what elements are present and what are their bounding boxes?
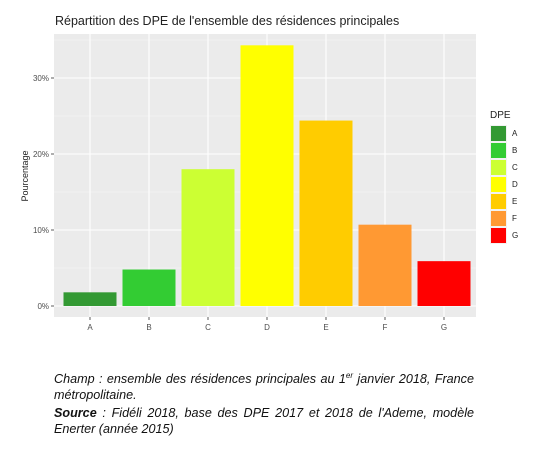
x-tick-label: C [205, 323, 211, 332]
y-tick-label: 0% [37, 302, 49, 311]
legend-swatch-f [491, 211, 506, 226]
bar-d [240, 45, 294, 306]
legend-label-d: D [512, 180, 518, 189]
legend-swatch-e [491, 194, 506, 209]
caption-source: Source : Fidéli 2018, base des DPE 2017 … [54, 405, 474, 437]
champ-sup: er [345, 370, 353, 380]
legend-label-b: B [512, 146, 517, 155]
x-tick-label: E [323, 323, 328, 332]
legend-label-c: C [512, 163, 518, 172]
source-label: Source [54, 406, 97, 420]
y-tick-label: 20% [33, 150, 49, 159]
x-tick-label: D [264, 323, 270, 332]
bars [63, 45, 471, 306]
bar-g [417, 261, 471, 306]
y-tick-label: 10% [33, 226, 49, 235]
champ-text-2: janvier 2018, France métropolitaine. [54, 372, 474, 402]
caption-champ: Champ : ensemble des résidences principa… [54, 371, 474, 403]
x-tick-label: B [146, 323, 151, 332]
y-axis-label: Pourcentage [20, 150, 30, 201]
bar-c [181, 169, 235, 306]
x-axis: A B C D E F G [87, 317, 447, 332]
bar-f [358, 224, 412, 306]
legend-swatch-g [491, 228, 506, 243]
x-tick-label: F [383, 323, 388, 332]
legend-label-g: G [512, 231, 518, 240]
bar-b [122, 269, 176, 306]
champ-label: Champ [54, 372, 95, 386]
champ-text-1: : ensemble des résidences principales au… [94, 372, 346, 386]
y-axis: 0% 10% 20% 30% [33, 74, 54, 311]
bar-a [63, 292, 117, 306]
x-tick-label: G [441, 323, 447, 332]
legend-label-f: F [512, 214, 517, 223]
legend-label-e: E [512, 197, 517, 206]
y-tick-label: 30% [33, 74, 49, 83]
legend-swatch-b [491, 143, 506, 158]
chart-title: Répartition des DPE de l'ensemble des ré… [55, 14, 399, 28]
bar-e [299, 120, 353, 306]
legend-label-a: A [512, 129, 518, 138]
legend-title: DPE [490, 110, 511, 121]
x-tick-label: A [87, 323, 93, 332]
legend-swatch-c [491, 160, 506, 175]
legend-swatch-d [491, 177, 506, 192]
legend-swatch-a [491, 126, 506, 141]
source-text: : Fidéli 2018, base des DPE 2017 et 2018… [54, 406, 474, 436]
